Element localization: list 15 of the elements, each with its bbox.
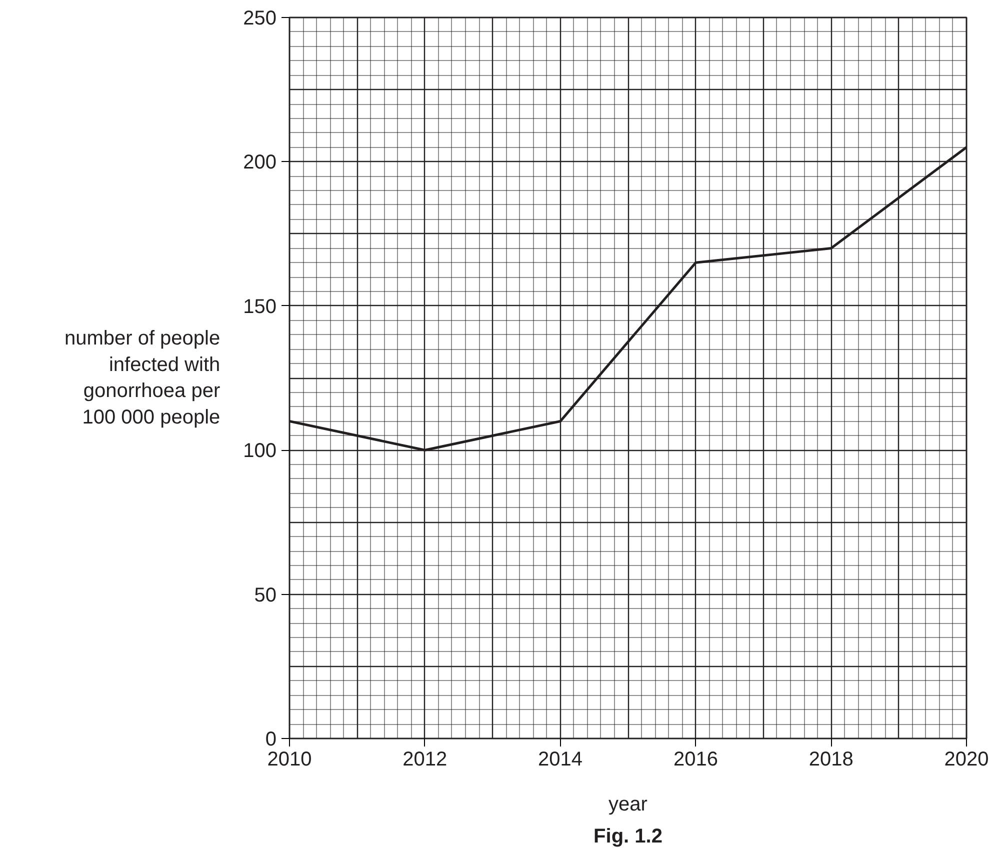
y-tick-label: 150	[243, 296, 277, 318]
y-tick-label: 250	[243, 8, 277, 30]
y-tick-label: 100	[243, 440, 277, 462]
x-tick-label: 2020	[944, 748, 989, 770]
x-axis-title: year	[608, 794, 648, 816]
x-tick-label: 2018	[808, 748, 854, 770]
y-axis-title: number of people infected with gonorrhoea per 100 000 people	[64, 327, 220, 429]
x-tick-label: 2014	[538, 748, 583, 770]
y-tick-label: 50	[254, 584, 277, 606]
x-tick-label: 2010	[267, 748, 312, 770]
y-tick-label: 200	[243, 152, 277, 174]
text: Fig. 1.2	[594, 826, 662, 848]
x-tick-label: 2016	[673, 748, 718, 770]
x-tick-label: 2012	[402, 748, 448, 770]
y-tick-label: 0	[265, 728, 276, 750]
